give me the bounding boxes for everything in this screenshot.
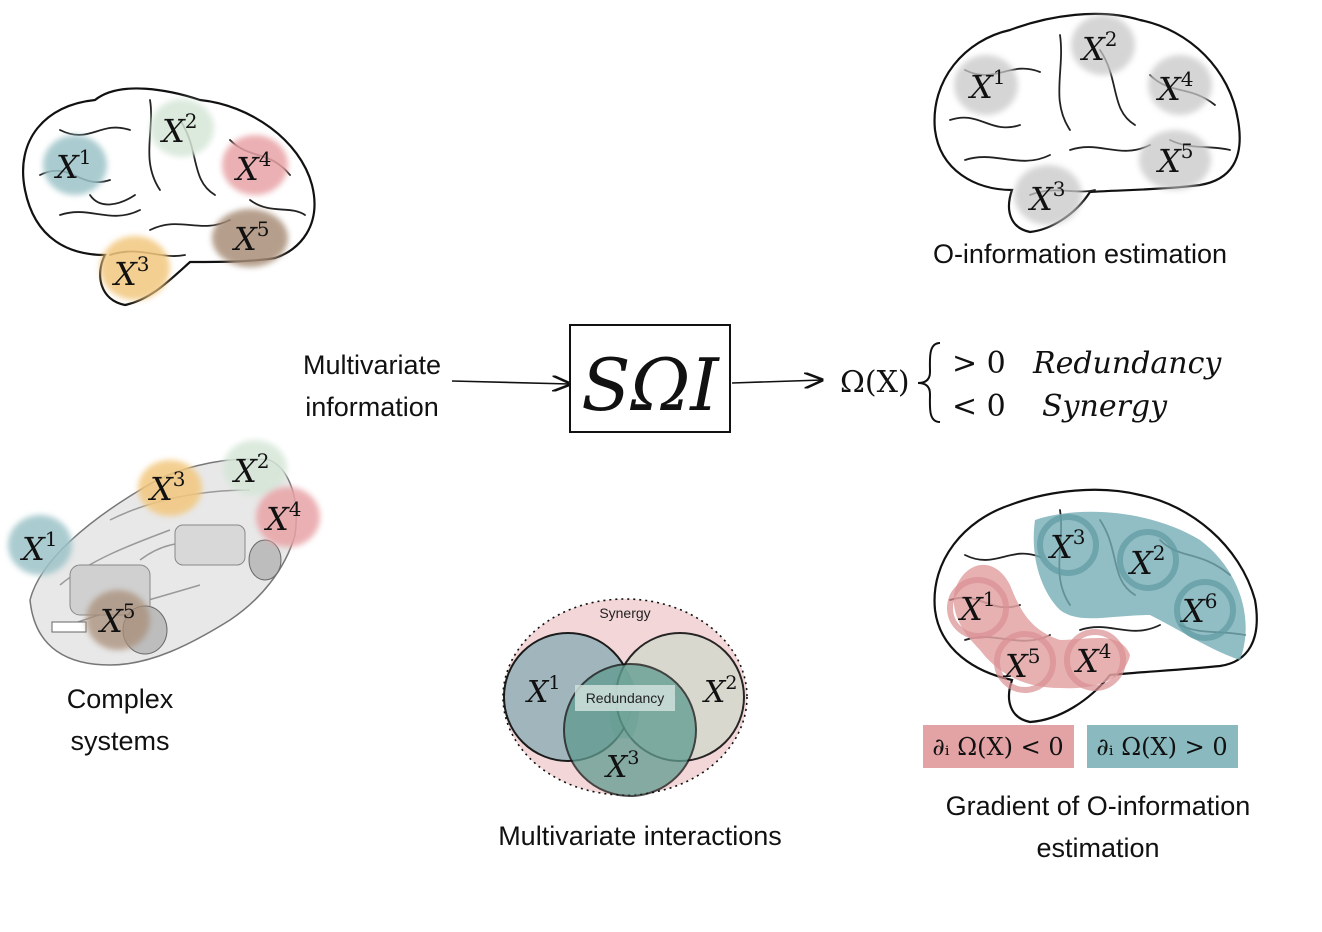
car-region-x5 (86, 590, 150, 650)
brain-top-left: X1 X2 X3 X4 X5 (22, 87, 316, 307)
case-positive: > 0 (952, 346, 1006, 381)
legend-negative-label: ∂ᵢ Ω(X) < 0 (932, 733, 1063, 761)
svg-text:X5: X5 (231, 217, 270, 258)
svg-text:X1: X1 (19, 527, 58, 568)
svg-text:X1: X1 (53, 145, 92, 186)
soi-label: SΩI (581, 343, 720, 427)
legend-positive-label: ∂ᵢ Ω(X) > 0 (1096, 733, 1227, 761)
svg-text:X2: X2 (1127, 541, 1166, 582)
region-x5 (212, 209, 288, 267)
caption-multivariate-interactions: Multivariate interactions (498, 821, 782, 851)
svg-text:X5: X5 (1002, 644, 1041, 685)
case-positive-label: Redundancy (1032, 346, 1222, 381)
svg-text:X3: X3 (604, 747, 639, 785)
svg-text:X3: X3 (1027, 177, 1066, 218)
svg-text:X6: X6 (1179, 589, 1218, 630)
redundancy-box (575, 685, 675, 711)
svg-text:X5: X5 (1155, 139, 1194, 180)
brain-bottom-right: X3 X2 X6 X1 X5 X4 (933, 488, 1258, 724)
car-region-x3 (138, 460, 202, 516)
svg-text:X4: X4 (1155, 67, 1194, 108)
brain-top-right: X1 X2 X4 X5 X3 (933, 12, 1241, 234)
output-arrow (731, 380, 822, 383)
caption-complex-systems: Complex systems (66, 684, 174, 756)
region-x4 (222, 135, 288, 195)
svg-text:X5: X5 (97, 599, 136, 640)
car-region-x1 (8, 515, 72, 575)
venn-diagram: Synergy Redundancy X1 X2 X3 (502, 598, 748, 797)
svg-text:X1: X1 (957, 587, 996, 628)
venn-circle-x3 (563, 663, 697, 797)
omega-definition: Ω(X) > 0 Redundancy < 0 Synergy (840, 342, 1222, 424)
label-x1: X (53, 148, 80, 186)
car-illustration: X1 X2 X3 X4 X5 (8, 440, 320, 666)
svg-text:X4: X4 (1073, 639, 1112, 680)
svg-text:X2: X2 (159, 109, 198, 150)
svg-text:X1: X1 (967, 65, 1006, 106)
omega-lhs: Ω(X) (840, 365, 910, 400)
caption-gradient-o-information: Gradient of O-information estimation (945, 791, 1251, 863)
region-x1 (43, 135, 107, 195)
svg-text:X3: X3 (111, 252, 150, 293)
svg-text:X4: X4 (233, 147, 272, 188)
synergy-label: Synergy (599, 605, 650, 621)
svg-text:X2: X2 (231, 449, 270, 490)
svg-text:X3: X3 (147, 467, 186, 508)
redundancy-label: Redundancy (586, 690, 665, 706)
car-region-x4 (256, 487, 320, 547)
legend-positive-box (1087, 725, 1238, 768)
input-arrow (451, 381, 570, 384)
soi-box (569, 324, 731, 433)
svg-text:X3: X3 (1047, 525, 1086, 566)
region-x3 (100, 236, 170, 300)
caption-multivariate-information: Multivariate information (302, 350, 442, 422)
case-negative: < 0 (952, 389, 1006, 424)
case-negative-label: Synergy (1042, 389, 1168, 424)
svg-text:X2: X2 (702, 672, 737, 710)
svg-text:X1: X1 (525, 672, 560, 710)
svg-text:X4: X4 (263, 497, 302, 538)
legend-negative-box (923, 725, 1074, 768)
svg-text:X2: X2 (1079, 27, 1118, 68)
region-x2 (150, 99, 214, 157)
caption-o-information-estimation: O-information estimation (932, 239, 1228, 269)
car-region-x2 (223, 440, 287, 496)
